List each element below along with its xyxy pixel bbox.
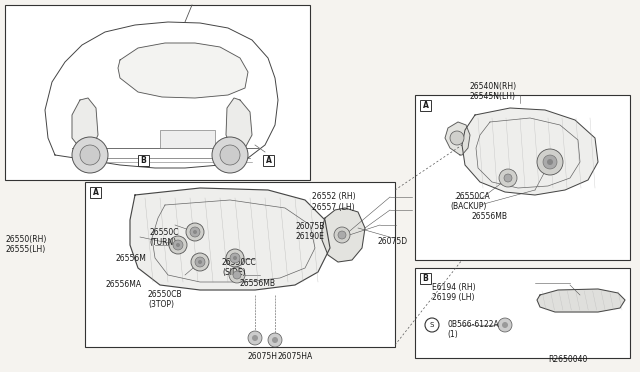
Circle shape [502, 322, 508, 328]
Text: (BACKUP): (BACKUP) [450, 202, 486, 211]
Text: (3TOP): (3TOP) [148, 300, 174, 309]
Text: 26550(RH): 26550(RH) [5, 235, 46, 244]
Bar [85, 182, 395, 347]
Text: A: A [93, 188, 99, 197]
Circle shape [248, 331, 262, 345]
Circle shape [212, 137, 248, 173]
Bar [415, 95, 630, 260]
Text: (1): (1) [447, 330, 458, 339]
Circle shape [195, 257, 205, 267]
Circle shape [80, 145, 100, 165]
Text: A: A [266, 156, 271, 165]
Polygon shape [537, 289, 625, 312]
Text: 26550CC: 26550CC [222, 258, 257, 267]
Circle shape [268, 333, 282, 347]
Circle shape [173, 240, 183, 250]
Bar [415, 268, 630, 358]
Text: 26556MB: 26556MB [240, 279, 276, 288]
Circle shape [233, 271, 241, 279]
Text: 26550C: 26550C [149, 228, 179, 237]
Circle shape [230, 253, 240, 263]
Polygon shape [130, 188, 330, 290]
Circle shape [504, 174, 512, 182]
Text: 26540N(RH): 26540N(RH) [470, 82, 517, 91]
Text: 26550CB: 26550CB [148, 290, 182, 299]
Circle shape [252, 335, 258, 341]
Text: 26199 (LH): 26199 (LH) [432, 293, 474, 302]
Text: A: A [422, 101, 428, 110]
Circle shape [186, 223, 204, 241]
Text: 26555(LH): 26555(LH) [5, 245, 45, 254]
Text: B: B [141, 156, 147, 165]
Text: B: B [422, 274, 428, 283]
Polygon shape [72, 98, 98, 148]
Text: S: S [430, 322, 434, 328]
Text: 0B566-6122A: 0B566-6122A [447, 320, 499, 329]
Circle shape [220, 145, 240, 165]
Circle shape [450, 131, 464, 145]
Bar [5, 5, 310, 180]
Circle shape [543, 155, 557, 169]
Circle shape [190, 227, 200, 237]
Text: 26075D: 26075D [378, 237, 408, 246]
Circle shape [272, 337, 278, 343]
Circle shape [425, 318, 439, 332]
Text: 26075H: 26075H [248, 352, 278, 361]
Text: 26545N(LH): 26545N(LH) [470, 92, 516, 101]
Bar [420, 100, 431, 111]
Text: (SIDE): (SIDE) [222, 268, 246, 277]
Circle shape [498, 318, 512, 332]
Circle shape [198, 260, 202, 264]
Circle shape [176, 243, 180, 247]
Text: 26556MB: 26556MB [472, 212, 508, 221]
Text: 26556M: 26556M [115, 254, 146, 263]
Circle shape [226, 249, 244, 267]
Circle shape [193, 230, 197, 234]
Polygon shape [322, 208, 365, 262]
Circle shape [169, 236, 187, 254]
Circle shape [537, 149, 563, 175]
Text: E6194 (RH): E6194 (RH) [432, 283, 476, 292]
Circle shape [338, 231, 346, 239]
Bar [160, 130, 215, 148]
Circle shape [233, 256, 237, 260]
Text: (TURN): (TURN) [149, 238, 176, 247]
Circle shape [499, 169, 517, 187]
Text: 26075HA: 26075HA [278, 352, 313, 361]
Polygon shape [445, 122, 470, 155]
Text: R2650040: R2650040 [548, 355, 588, 364]
Text: 26550CA: 26550CA [455, 192, 490, 201]
Polygon shape [462, 108, 598, 195]
Polygon shape [118, 43, 248, 98]
Circle shape [547, 159, 553, 165]
Text: 26556MA: 26556MA [105, 280, 141, 289]
Circle shape [334, 227, 350, 243]
Text: 26075B: 26075B [295, 222, 324, 231]
Circle shape [72, 137, 108, 173]
Bar [90, 187, 101, 198]
Circle shape [229, 267, 245, 283]
Text: 26557 (LH): 26557 (LH) [312, 203, 355, 212]
Polygon shape [226, 98, 252, 148]
Bar [263, 155, 274, 166]
Text: 26190E: 26190E [295, 232, 324, 241]
Circle shape [191, 253, 209, 271]
Bar [138, 155, 149, 166]
Bar [420, 273, 431, 284]
Text: 26552 (RH): 26552 (RH) [312, 192, 356, 201]
